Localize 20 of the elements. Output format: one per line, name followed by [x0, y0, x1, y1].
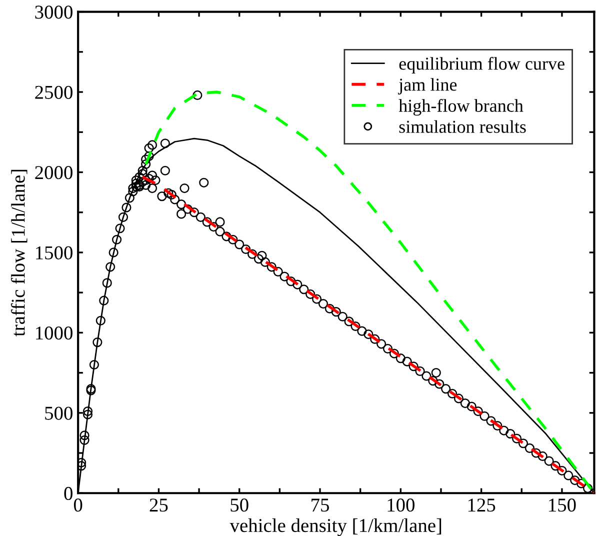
legend-label: jam line [398, 78, 457, 94]
y-tick-label: 3000 [35, 6, 72, 19]
x-tick-label: 0 [74, 498, 82, 512]
x-tick-label: 150 [549, 498, 576, 512]
x-tick-label: 100 [388, 498, 415, 512]
x-tick-label: 50 [230, 498, 248, 512]
legend-label: equilibrium flow curve [399, 56, 564, 74]
legend-label: high-flow branch [398, 98, 524, 116]
x-tick-label: 125 [468, 498, 496, 512]
x-tick-label: 25 [150, 498, 168, 512]
y-tick-label: 2500 [35, 86, 72, 99]
y-axis-title: traffic flow [1/h/lane] [10, 170, 28, 336]
y-tick-label: 500 [45, 406, 72, 420]
x-tick-label: 75 [312, 498, 329, 512]
y-tick-label: 1000 [36, 326, 72, 340]
y-tick-label: 0 [64, 486, 72, 500]
y-tick-label: 2000 [35, 166, 72, 180]
y-tick-label: 1500 [36, 246, 72, 260]
x-axis-title: vehicle density [1/km/lane] [230, 518, 442, 536]
legend-label: simulation results [399, 120, 526, 133]
